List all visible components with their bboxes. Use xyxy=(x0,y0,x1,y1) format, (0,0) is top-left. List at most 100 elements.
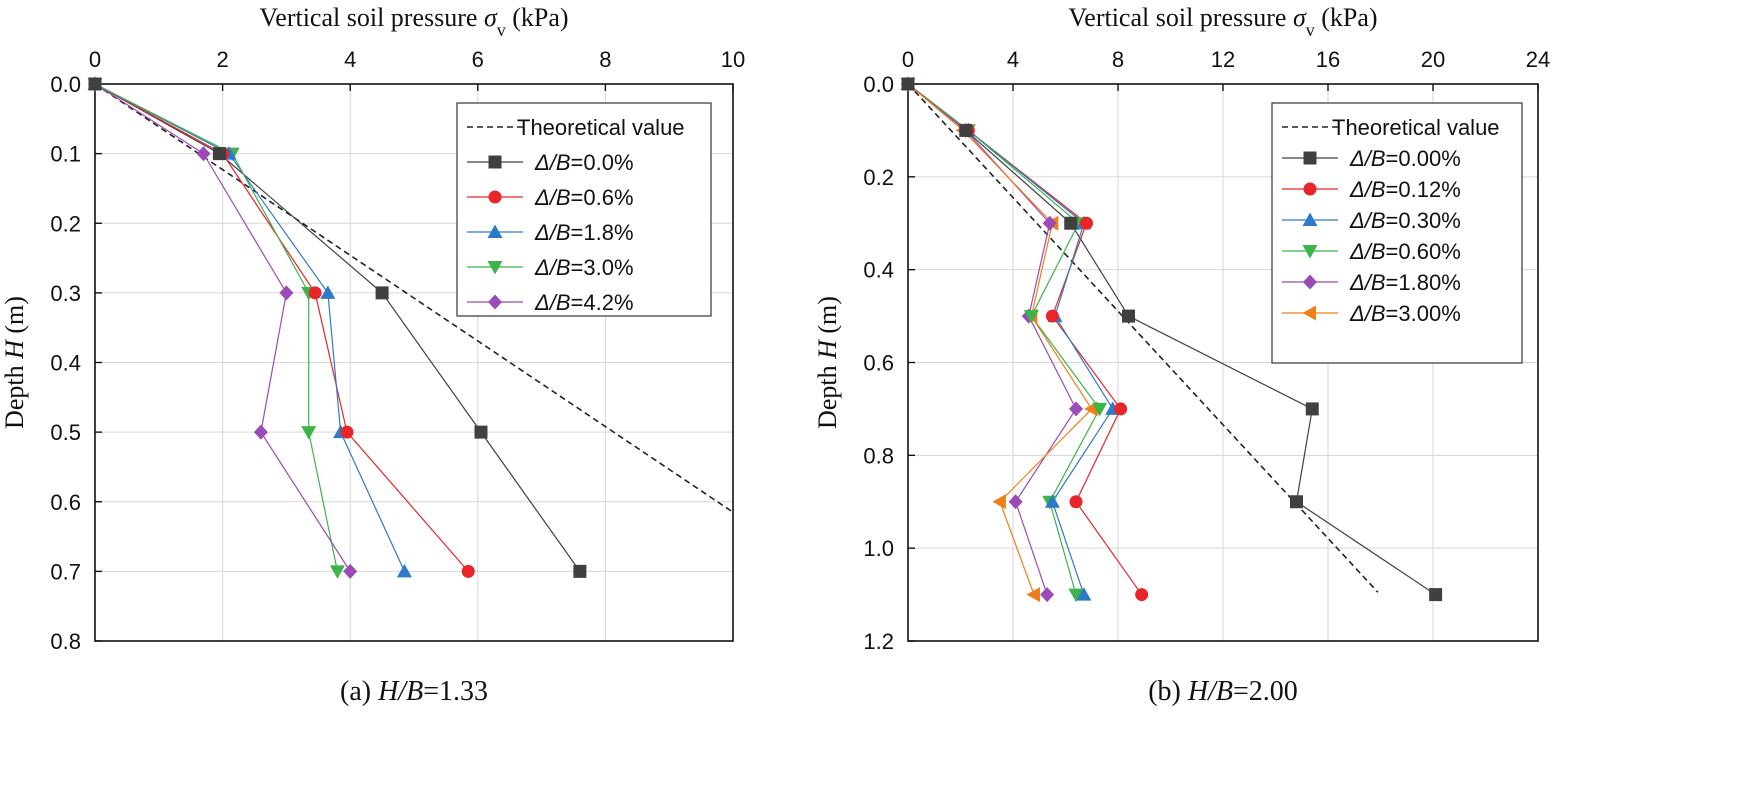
legend-theoretical-label: Theoretical value xyxy=(517,115,685,140)
data-point xyxy=(1076,587,1092,601)
data-point xyxy=(196,146,211,162)
y-tick-label: 0.6 xyxy=(50,490,81,515)
y-tick-label: 0.1 xyxy=(50,142,81,167)
legend-entry-4: Δ/B=0.60% xyxy=(1349,239,1461,264)
y-axis-label: Depth H (m) xyxy=(0,296,29,429)
panel-caption: (a) H/B=1.33 xyxy=(340,676,488,707)
x-tick-label: 6 xyxy=(472,47,484,72)
x-tick-label: 10 xyxy=(721,47,745,72)
theoretical-line xyxy=(908,84,1379,593)
series-markers-3 xyxy=(900,76,1121,601)
data-point xyxy=(1069,495,1083,509)
legend: Theoretical value Δ/B=0.00% Δ/B=0.12% Δ/B=0… xyxy=(1271,102,1523,364)
legend-swatch-marker xyxy=(487,261,503,275)
legend-swatch-marker xyxy=(488,294,502,310)
data-point xyxy=(88,77,102,91)
legend-entry-2: Δ/B=0.6% xyxy=(534,185,634,210)
legend-swatch-marker xyxy=(1302,245,1318,259)
data-point xyxy=(301,426,317,440)
y-tick-label: 0.2 xyxy=(50,211,81,236)
legend-swatch-marker xyxy=(1302,305,1316,321)
legend-swatch-marker xyxy=(487,224,503,238)
series-markers-2 xyxy=(88,77,475,578)
data-point xyxy=(1064,216,1078,230)
data-point xyxy=(573,564,587,578)
series-markers-4 xyxy=(900,78,1108,603)
data-point xyxy=(1044,494,1060,508)
x-tick-label: 24 xyxy=(1526,47,1550,72)
data-point xyxy=(1114,402,1128,416)
data-point xyxy=(1305,402,1319,416)
panel-caption: (b) H/B=2.00 xyxy=(1148,676,1298,707)
panel-b: 0 4 8 12 16 20 24 0.0 0.2 0.4 0.6 0.8 1.0 1.2 Vertical… xyxy=(813,3,1550,707)
data-point xyxy=(1080,216,1093,230)
data-point xyxy=(1023,310,1039,324)
x-tick-label: 12 xyxy=(1211,47,1235,72)
y-tick-label: 0.4 xyxy=(863,258,894,283)
series-markers-1 xyxy=(901,77,1443,602)
x-tick-label: 2 xyxy=(216,47,228,72)
y-axis-label: Depth H (m) xyxy=(813,296,842,429)
legend-swatch-marker xyxy=(1303,182,1317,196)
x-tick-label: 0 xyxy=(89,47,101,72)
x-axis-label: Vertical soil pressure σv (kPa) xyxy=(259,3,568,40)
x-tick-label: 4 xyxy=(344,47,356,72)
data-point xyxy=(253,424,268,440)
data-point xyxy=(329,565,345,579)
series-markers-2 xyxy=(901,77,1149,602)
series-markers-1 xyxy=(88,77,587,578)
y-tick-label: 0.0 xyxy=(50,72,81,97)
legend-entry-3: Δ/B=0.30% xyxy=(1349,208,1461,233)
x-tick-label: 20 xyxy=(1421,47,1445,72)
data-point xyxy=(1042,215,1057,231)
legend-swatch-marker xyxy=(488,155,502,169)
data-point xyxy=(279,285,294,301)
data-point xyxy=(343,563,358,579)
legend-entry-3: Δ/B=1.8% xyxy=(534,220,634,245)
y-tick-label: 1.0 xyxy=(863,536,894,561)
series-line-3 xyxy=(908,84,1114,595)
data-point xyxy=(1092,402,1108,417)
y-tick-label: 0.3 xyxy=(50,281,81,306)
series-line-4 xyxy=(908,84,1101,595)
x-tick-label: 4 xyxy=(1007,47,1019,72)
legend-box xyxy=(456,102,712,317)
data-point xyxy=(1135,588,1149,602)
legend-entry-1: Δ/B=0.0% xyxy=(534,150,634,175)
data-point xyxy=(461,564,475,578)
y-tick-label: 0.5 xyxy=(50,420,81,445)
data-point xyxy=(1429,588,1443,602)
data-point xyxy=(320,285,336,299)
legend-entry-1: Δ/B=0.00% xyxy=(1349,146,1461,171)
x-axis-label: Vertical soil pressure σv (kPa) xyxy=(1068,3,1377,40)
y-tick-label: 0.6 xyxy=(863,351,894,376)
y-tick-label: 0.0 xyxy=(863,72,894,97)
legend-swatch-marker xyxy=(488,190,502,204)
legend-swatch-marker xyxy=(1302,212,1318,226)
series-line-2 xyxy=(95,84,469,572)
legend-swatch-marker xyxy=(1303,274,1317,290)
data-point xyxy=(1122,309,1135,323)
data-point xyxy=(1045,309,1059,323)
legend-entry-5: Δ/B=1.80% xyxy=(1349,270,1461,295)
data-point xyxy=(212,147,226,161)
y-tick-label: 0.2 xyxy=(863,165,894,190)
data-point xyxy=(340,425,354,439)
data-point xyxy=(1008,494,1023,510)
legend-entry-4: Δ/B=3.0% xyxy=(534,255,634,280)
data-point xyxy=(1069,401,1083,417)
data-point xyxy=(396,563,412,578)
legend-theoretical-label: Theoretical value xyxy=(1332,115,1500,140)
panel-a: 0 2 4 6 8 10 0.0 0.1 0.2 0.3 0.4 0.5 0.6 0.7 0.8 Vertic… xyxy=(0,3,745,707)
series-line-2 xyxy=(908,84,1143,595)
legend-box xyxy=(1271,102,1523,364)
data-point xyxy=(1026,587,1040,603)
data-point xyxy=(959,123,973,137)
legend-swatch-marker xyxy=(1303,151,1317,165)
legend: Theoretical value Δ/B=0.0% Δ/B=0.6% Δ/B=1.8… xyxy=(456,102,712,317)
x-tick-label: 8 xyxy=(599,47,611,72)
data-point xyxy=(1290,495,1303,509)
x-tick-label: 8 xyxy=(1112,47,1124,72)
data-point xyxy=(375,286,389,300)
